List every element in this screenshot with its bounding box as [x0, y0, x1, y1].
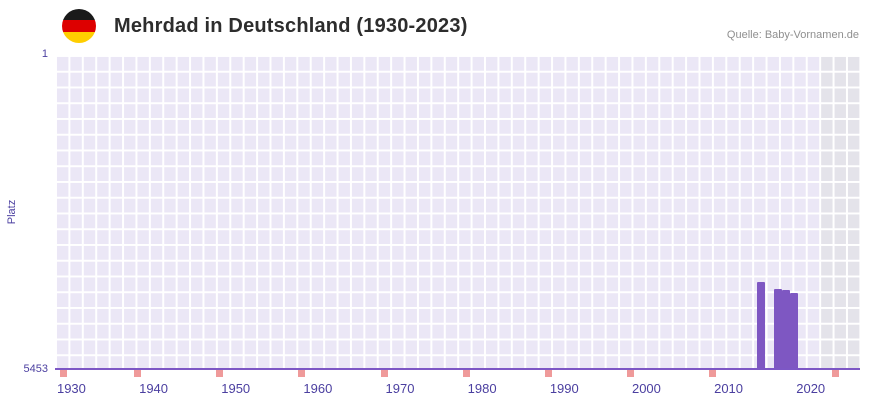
flag-stripe-red [62, 20, 96, 32]
grid-lines [55, 55, 860, 368]
x-axis-ticks: 1930 1940 1950 1960 1970 1980 1990 2000 2010 2020 [55, 381, 860, 401]
x-tick-label: 2010 [714, 381, 744, 396]
x-tick-label: 1960 [303, 381, 333, 396]
no-rank-marker [627, 370, 634, 377]
chart-title: Mehrdad in Deutschland (1930-2023) [114, 15, 468, 37]
x-tick-label: 2000 [631, 381, 661, 396]
y-axis-title: Platz [6, 199, 18, 225]
rank-bar[interactable] [757, 281, 766, 368]
no-rank-marker [216, 370, 224, 377]
x-tick-label: 1950 [221, 381, 251, 396]
x-tick-label: 1980 [467, 381, 497, 396]
no-rank-marker [134, 370, 142, 377]
x-tick-label: 1970 [385, 381, 415, 396]
no-rank-marker [60, 370, 68, 377]
x-tick-label: 2020 [796, 381, 826, 396]
source-attribution: Quelle: Baby-Vornamen.de [726, 29, 859, 41]
rank-bar[interactable] [790, 293, 799, 368]
flag-stripe-black [62, 9, 96, 21]
no-rank-marker [709, 370, 717, 377]
no-rank-marker [462, 370, 470, 377]
no-rank-marker [832, 370, 840, 377]
x-tick-label: 1990 [549, 381, 579, 396]
flag-stripe-gold [62, 31, 96, 43]
y-tick-top: 1 [41, 48, 48, 60]
no-rank-marker [544, 370, 552, 377]
plot-area [55, 55, 860, 377]
x-tick-label: 1940 [139, 381, 169, 396]
rank-bar[interactable] [782, 290, 791, 368]
chart-header: Mehrdad in Deutschland (1930-2023) Quell… [0, 0, 873, 50]
germany-flag-icon [62, 9, 96, 43]
x-tick-label: 1930 [56, 381, 86, 396]
no-rank-marker [298, 370, 306, 377]
no-rank-marker [380, 370, 388, 377]
rank-bar[interactable] [773, 289, 782, 368]
y-tick-bottom: 5453 [23, 363, 48, 375]
